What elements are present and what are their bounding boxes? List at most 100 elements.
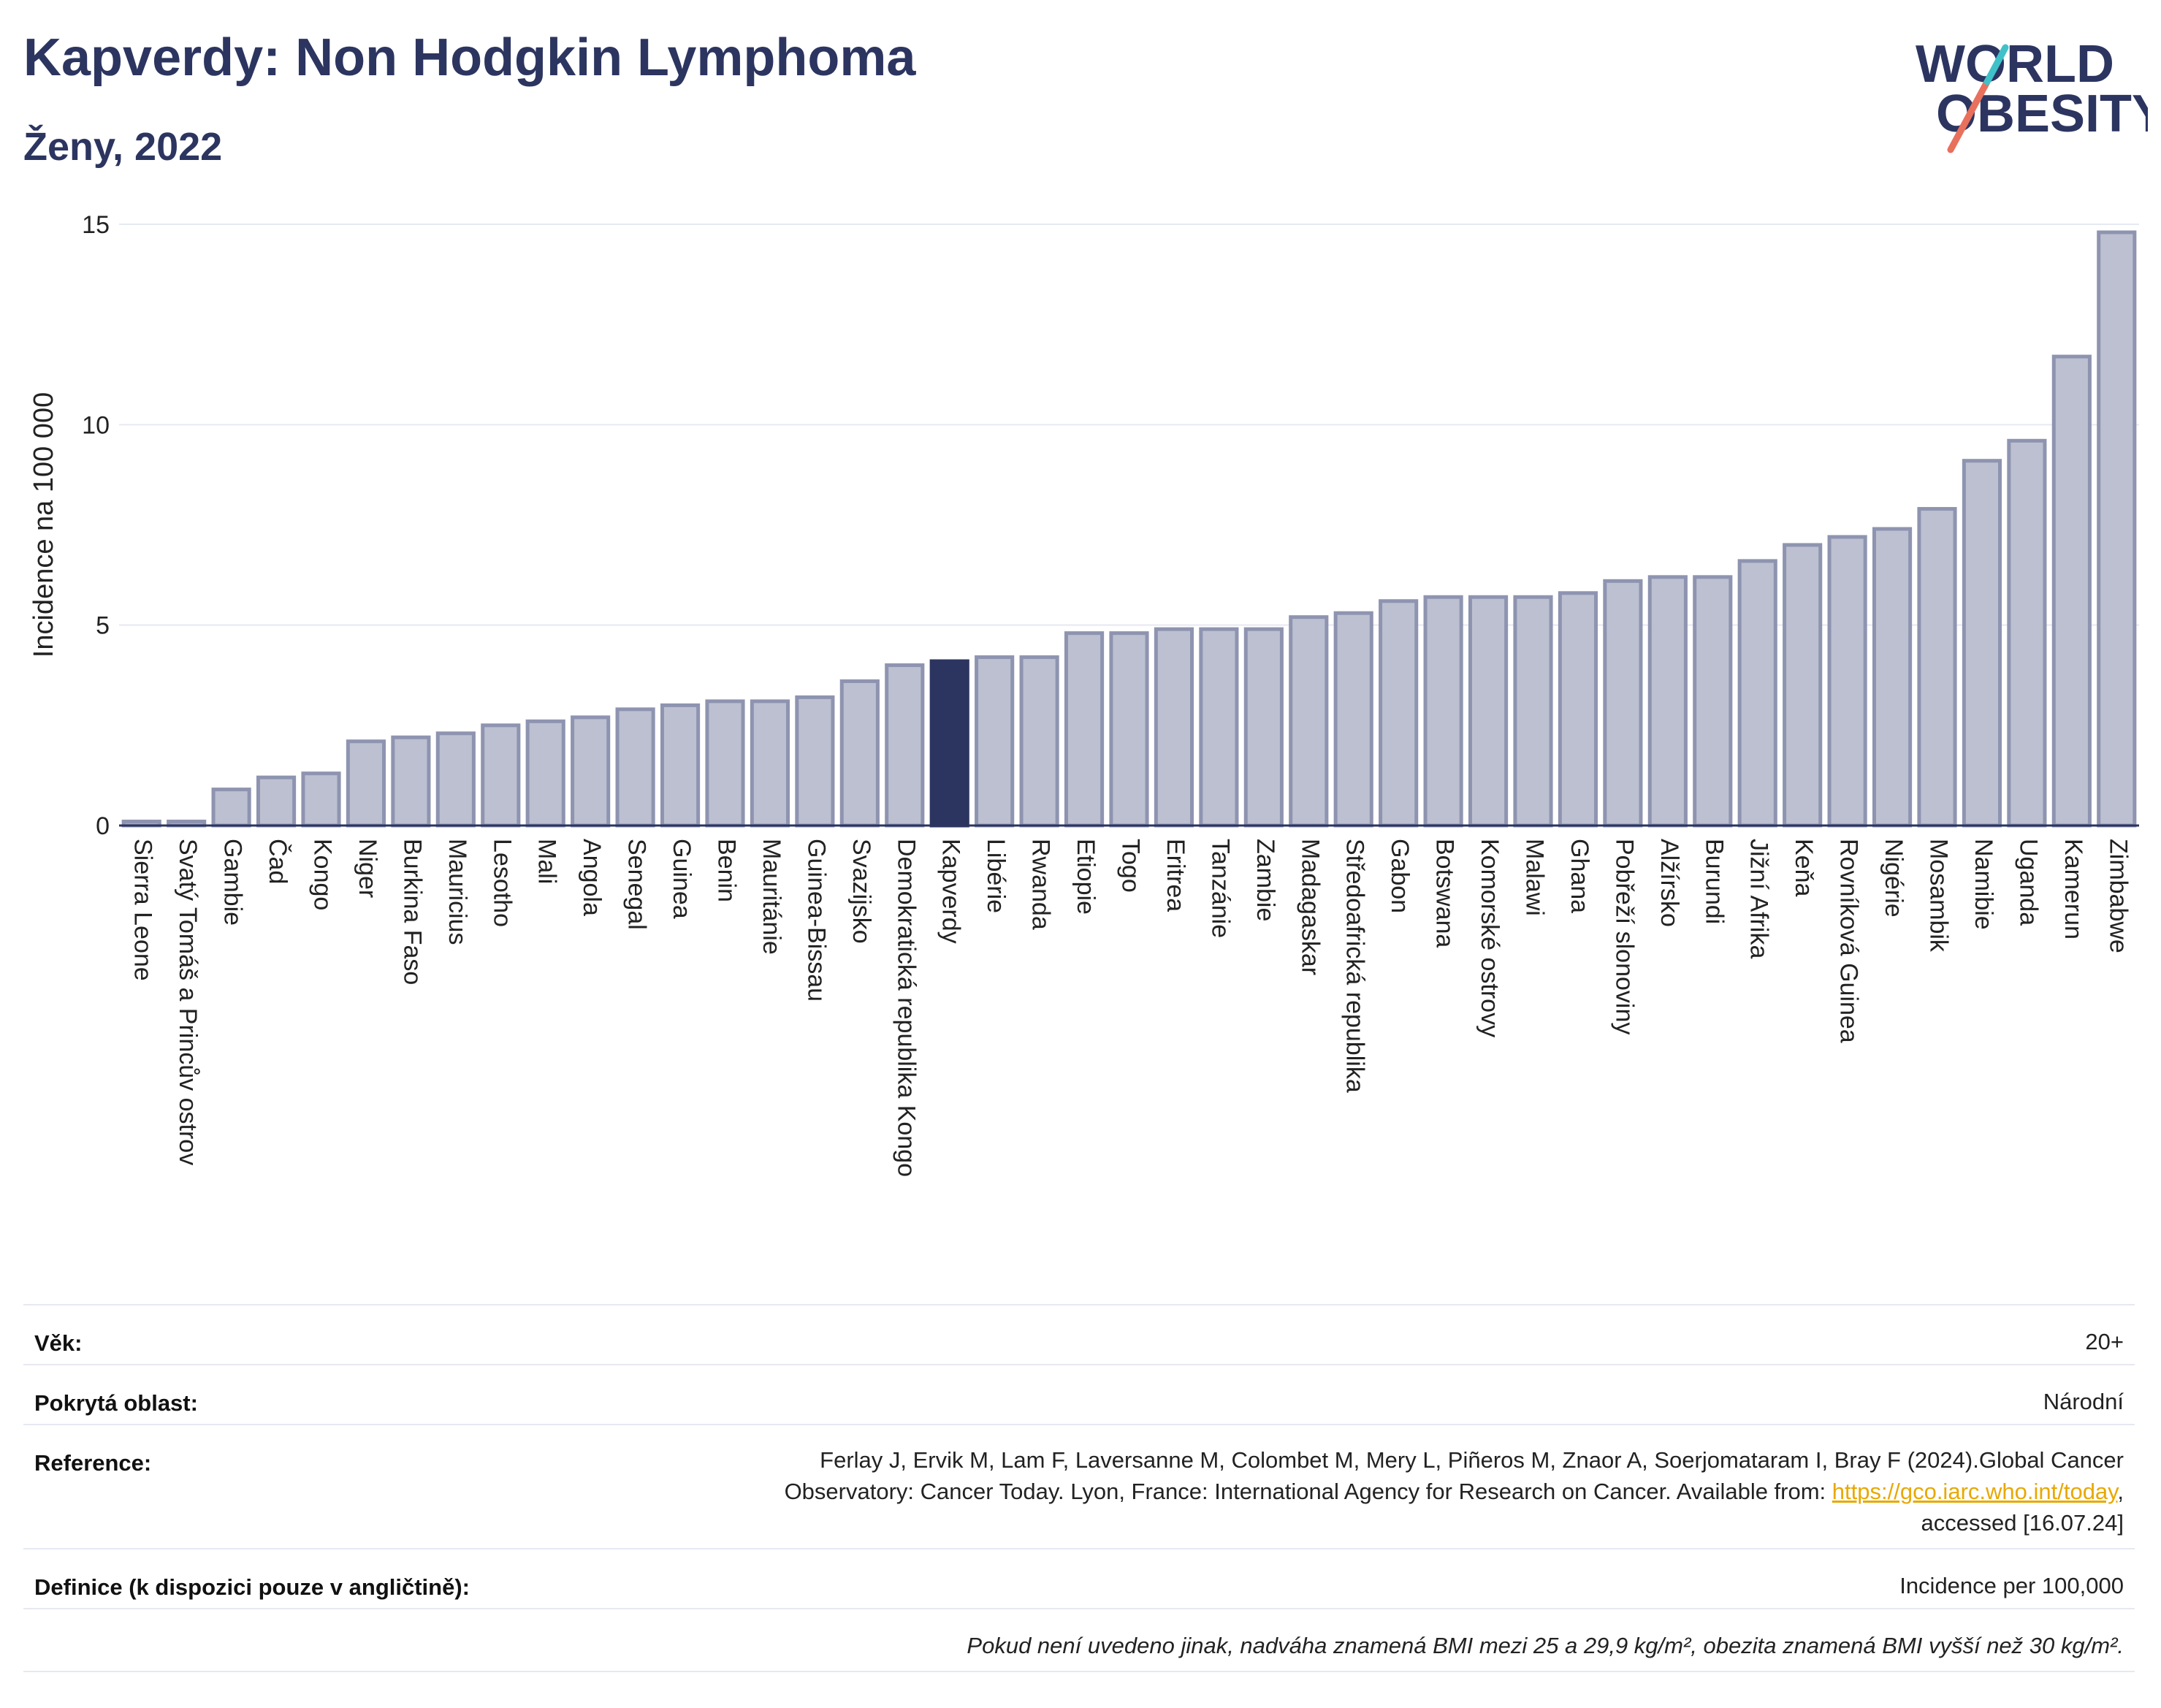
reference-label: Reference: [34, 1450, 152, 1476]
bar [975, 655, 1015, 828]
x-tick-label: Kamerun [2059, 839, 2087, 939]
bar [1917, 507, 1957, 828]
x-tick-label: Botswana [1431, 839, 1459, 948]
bar [1468, 595, 1509, 828]
bar [705, 699, 745, 828]
x-tick-label: Mosambik [1925, 839, 1953, 953]
page-title: Kapverdy: Non Hodgkin Lymphoma [23, 28, 916, 87]
coverage-value: Národní [2043, 1389, 2124, 1414]
bar-highlight [929, 659, 969, 828]
bar [2051, 354, 2092, 828]
bar [1647, 575, 1688, 828]
bar [1199, 627, 1239, 828]
x-tick-label: Togo [1117, 839, 1145, 893]
bar [211, 788, 251, 828]
x-tick-label: Etiopie [1072, 839, 1099, 915]
x-tick-label: Kapverdy [937, 839, 965, 944]
logo-line1: WORLD [1916, 35, 2114, 94]
x-tick-label: Středoafrická republika [1341, 839, 1369, 1093]
bar [391, 735, 431, 828]
bar [615, 707, 655, 828]
x-tick-label: Komorské ostrovy [1476, 839, 1503, 1037]
x-tick-label: Tanzánie [1206, 839, 1234, 938]
x-tick-label: Madagaskar [1296, 839, 1324, 975]
definition-label: Definice (k dispozici pouze v angličtině… [34, 1574, 470, 1600]
x-tick-label: Rwanda [1027, 839, 1055, 930]
bar [1872, 527, 1913, 828]
x-tick-label: Angola [578, 839, 606, 916]
bmi-note: Pokud není uvedeno jinak, nadváha znamen… [967, 1633, 2124, 1658]
bar [1423, 595, 1463, 828]
bar [481, 723, 521, 828]
bar [1962, 459, 2002, 828]
x-tick-label: Namibie [1970, 839, 1997, 930]
x-tick-label: Čad [264, 839, 291, 884]
x-tick-label: Jižní Afrika [1745, 839, 1773, 958]
info-row-age: Věk: 20+ [23, 1304, 2135, 1365]
reference-value: Ferlay J, Ervik M, Lam F, Laversanne M, … [443, 1444, 2124, 1539]
bar [2007, 438, 2047, 828]
x-tick-label: Senegal [623, 839, 651, 930]
reference-line2: Observatory: Cancer Today. Lyon, France:… [443, 1476, 2124, 1507]
bar [2097, 230, 2137, 828]
bar [795, 695, 835, 828]
bar [1558, 591, 1598, 828]
x-tick-label: Guinea-Bissau [802, 839, 830, 1002]
definition-value: Incidence per 100,000 [1899, 1573, 2124, 1598]
age-value: 20+ [2085, 1329, 2124, 1354]
x-tick-label: Pobřeží slonoviny [1610, 839, 1638, 1034]
bar [1154, 627, 1194, 828]
x-tick-label: Mauricius [443, 839, 471, 945]
info-row-reference: Reference: Ferlay J, Ervik M, Lam F, Lav… [23, 1424, 2135, 1549]
x-tick-label: Zambie [1251, 839, 1279, 921]
x-tick-label: Mauritánie [758, 839, 785, 955]
bar [1827, 535, 1867, 828]
page-subtitle: Ženy, 2022 [23, 125, 223, 169]
bar [1379, 599, 1419, 828]
bar [839, 679, 880, 828]
bar [571, 715, 611, 828]
x-tick-label: Uganda [2014, 839, 2042, 926]
bar [1737, 559, 1777, 828]
x-tick-label: Malawi [1521, 839, 1549, 916]
bar [1333, 611, 1373, 828]
x-tick-label: Burkina Faso [398, 839, 426, 985]
info-row-coverage: Pokrytá oblast: Národní [23, 1364, 2135, 1425]
bar [525, 719, 565, 828]
bar [435, 731, 476, 828]
y-tick-label: 0 [96, 812, 110, 840]
bar [346, 739, 386, 828]
bar [1513, 595, 1553, 828]
y-tick-label: 10 [82, 411, 110, 439]
bar [660, 703, 701, 828]
bar [750, 699, 790, 828]
bar [1109, 631, 1149, 828]
x-tick-label: Svazijsko [847, 839, 875, 944]
world-obesity-logo: WORLD OBESITY [1916, 35, 2148, 153]
x-tick-label: Alžírsko [1655, 839, 1683, 927]
bar [1783, 543, 1823, 828]
x-tick-label: Ghana [1566, 839, 1593, 913]
x-tick-label: Niger [354, 839, 381, 898]
x-tick-label: Benin [713, 839, 741, 902]
x-tick-label: Demokratická republika Kongo [892, 839, 920, 1177]
x-tick-label: Sierra Leone [129, 839, 157, 981]
bar [256, 775, 297, 828]
x-tick-label: Eritrea [1162, 839, 1189, 912]
bar [1019, 655, 1059, 828]
info-row-definition: Definice (k dispozici pouze v angličtině… [23, 1548, 2135, 1609]
reference-link[interactable]: https://gco.iarc.who.int/today [1832, 1479, 2118, 1504]
x-tick-label: Gambie [219, 839, 247, 926]
age-label: Věk: [34, 1330, 83, 1356]
bar [1603, 579, 1643, 828]
x-tick-label: Svatý Tomáš a Princův ostrov [174, 839, 202, 1165]
x-tick-label: Zimbabwe [2104, 839, 2132, 953]
x-tick-label: Mali [533, 839, 561, 884]
y-tick-label: 15 [82, 211, 110, 239]
bar [1693, 575, 1733, 828]
x-tick-label: Kongo [309, 839, 337, 910]
info-row-note: Pokud není uvedeno jinak, nadváha znamen… [23, 1608, 2135, 1672]
x-tick-label: Nigérie [1880, 839, 1907, 918]
x-tick-label: Gabon [1386, 839, 1414, 913]
bar [1289, 615, 1329, 828]
